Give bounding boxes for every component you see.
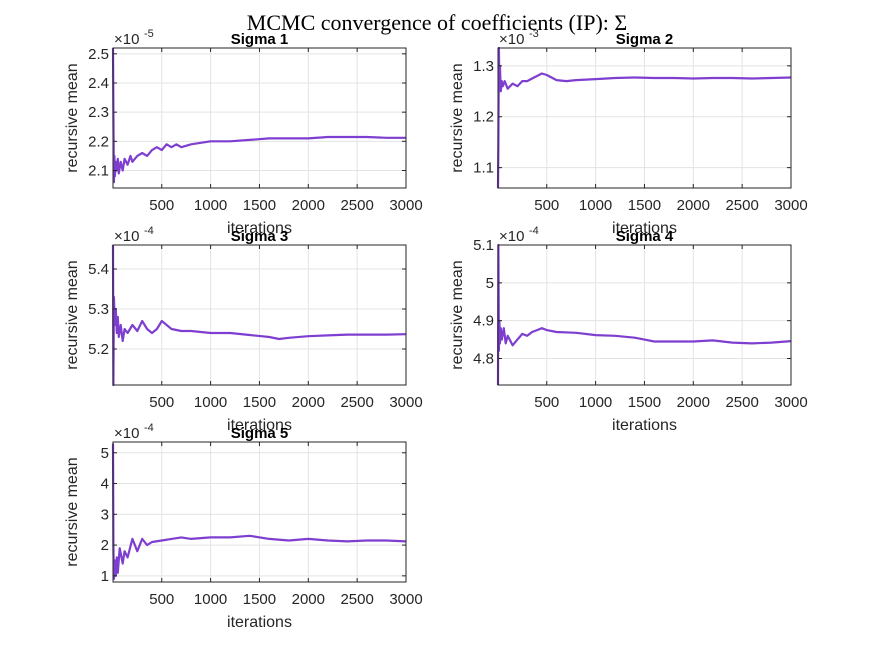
y-tick-label: 4.9 <box>473 313 494 330</box>
y-axis-label: recursive mean <box>64 457 81 566</box>
y-tick-label: 5.2 <box>88 341 109 358</box>
x-tick-label: 500 <box>534 394 559 411</box>
x-tick-label: 1500 <box>243 394 276 411</box>
subplot-sigma-4: 500 1000 1500 2000 2500 3000 4.8 4.9 5 5.1 ×10 -4 Si… <box>449 225 808 434</box>
x-tick-label: 500 <box>534 197 559 214</box>
x-tick-label: 1500 <box>243 197 276 214</box>
x-tick-label: 1500 <box>628 394 661 411</box>
x-axis-label: iterations <box>227 220 292 237</box>
subplot-title: Sigma 5 <box>231 425 289 442</box>
x-tick-label: 2500 <box>340 591 373 608</box>
y-tick-label: 2.2 <box>88 133 109 150</box>
y-exponent-label: ×10 <box>499 31 524 48</box>
x-tick-label: 2000 <box>677 394 710 411</box>
subplot-sigma-2: 500 1000 1500 2000 2500 3000 1.1 1.2 1.3 ×10 -3 Sig… <box>449 28 808 237</box>
y-tick-label: 3 <box>101 506 109 523</box>
subplot-sigma-5: 500 1000 1500 2000 2500 3000 1 2 3 4 5 ×10 -4 Sigma 5… <box>64 422 423 631</box>
x-tick-label: 500 <box>149 197 174 214</box>
x-tick-label: 2000 <box>292 197 325 214</box>
x-axis-label: iterations <box>227 417 292 434</box>
y-tick-label: 2 <box>101 537 109 554</box>
y-tick-label: 5 <box>101 445 109 462</box>
y-exponent-power: -4 <box>529 225 539 237</box>
y-tick-label: 1.1 <box>473 160 494 177</box>
figure-title: MCMC convergence of coefficients (IP): Σ <box>247 10 627 35</box>
x-tick-label: 3000 <box>389 197 422 214</box>
x-axis-label: iterations <box>612 220 677 237</box>
y-tick-label: 5.1 <box>473 237 494 254</box>
y-exponent-power: -4 <box>144 225 154 237</box>
y-axis-label: recursive mean <box>449 63 466 172</box>
y-tick-label: 5 <box>486 275 494 292</box>
y-tick-label: 2.4 <box>88 75 109 92</box>
subplot-title: Sigma 4 <box>616 228 674 245</box>
x-tick-label: 1500 <box>628 197 661 214</box>
x-tick-label: 2000 <box>677 197 710 214</box>
y-tick-label: 4 <box>101 476 109 493</box>
y-exponent-label: ×10 <box>114 425 139 442</box>
y-tick-label: 5.3 <box>88 301 109 318</box>
x-tick-label: 1000 <box>579 197 612 214</box>
x-tick-label: 1500 <box>243 591 276 608</box>
y-tick-label: 1.2 <box>473 109 494 126</box>
subplot-grid: 500 1000 1500 2000 2500 30002.12.22.32.42.5×1… <box>64 28 808 631</box>
y-tick-label: 1 <box>101 568 109 585</box>
y-exponent-label: ×10 <box>114 31 139 48</box>
y-tick-label: 2.5 <box>88 46 109 63</box>
x-tick-label: 3000 <box>774 394 807 411</box>
x-tick-label: 2500 <box>725 197 758 214</box>
subplot-sigma-3: 500 1000 1500 2000 2500 3000 5.2 5.3 5.4 ×10 -4 Sig… <box>64 225 423 434</box>
subplot-title: Sigma 2 <box>616 31 674 48</box>
y-axis-label: recursive mean <box>449 260 466 369</box>
y-exponent-power: -4 <box>144 422 154 434</box>
subplot-title: Sigma 1 <box>231 31 289 48</box>
x-axis-label: iterations <box>227 614 292 631</box>
recursive-mean-line <box>111 443 407 581</box>
y-axis-label: recursive mean <box>64 260 81 369</box>
recursive-mean-line <box>496 46 792 189</box>
x-tick-label: 2000 <box>292 591 325 608</box>
x-tick-label: 1000 <box>579 394 612 411</box>
y-tick-label: 2.3 <box>88 104 109 121</box>
subplot-sigma-1: 500 1000 1500 2000 2500 3000 2.1 2.2 2.3 2.4 2.5 ×1… <box>64 28 423 237</box>
x-tick-label: 500 <box>149 591 174 608</box>
x-tick-label: 500 <box>149 394 174 411</box>
y-exponent-power: -3 <box>529 28 539 40</box>
y-tick-label: 1.3 <box>473 58 494 75</box>
y-tick-label: 4.8 <box>473 351 494 368</box>
y-exponent-power: -5 <box>144 28 154 40</box>
y-axis-label: recursive mean <box>64 63 81 172</box>
x-tick-label: 1000 <box>194 394 227 411</box>
subplot-title: Sigma 3 <box>231 228 289 245</box>
y-exponent-label: ×10 <box>114 228 139 245</box>
recursive-mean-line <box>111 244 407 387</box>
x-tick-label: 3000 <box>389 394 422 411</box>
y-tick-label: 5.4 <box>88 261 109 278</box>
y-exponent-label: ×10 <box>499 228 524 245</box>
x-tick-label: 1000 <box>194 591 227 608</box>
x-tick-label: 2500 <box>340 394 373 411</box>
x-tick-label: 2500 <box>725 394 758 411</box>
y-tick-label: 2.1 <box>88 163 109 180</box>
x-tick-label: 3000 <box>389 591 422 608</box>
x-tick-label: 2500 <box>340 197 373 214</box>
x-axis-label: iterations <box>612 417 677 434</box>
recursive-mean-line <box>111 47 406 184</box>
recursive-mean-line <box>496 243 792 386</box>
x-tick-label: 2000 <box>292 394 325 411</box>
x-tick-label: 3000 <box>774 197 807 214</box>
x-tick-label: 1000 <box>194 197 227 214</box>
